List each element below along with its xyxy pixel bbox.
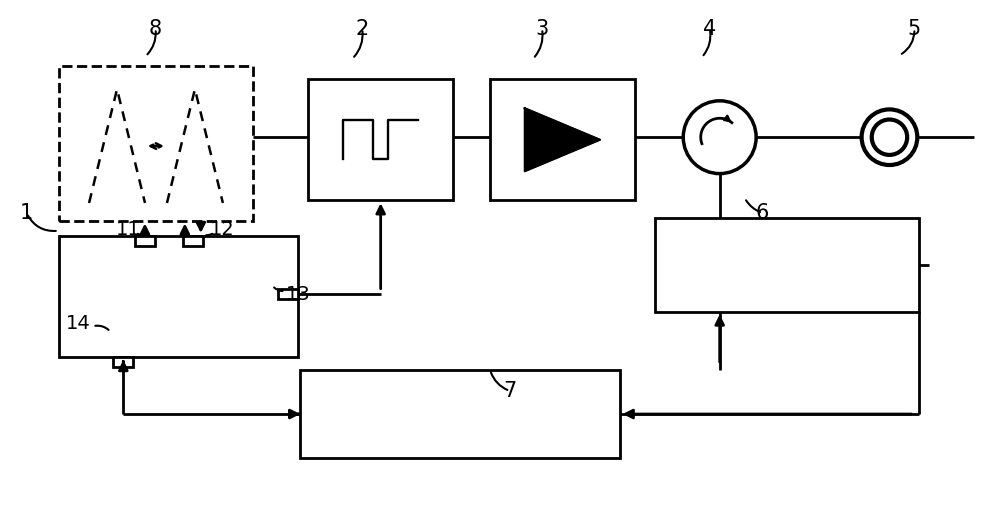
FancyBboxPatch shape xyxy=(59,66,253,221)
FancyBboxPatch shape xyxy=(113,357,133,367)
Text: 14: 14 xyxy=(66,314,91,333)
Text: 4: 4 xyxy=(703,18,716,39)
Text: 5: 5 xyxy=(908,18,921,39)
Text: 11: 11 xyxy=(116,220,141,239)
Text: 8: 8 xyxy=(149,18,162,39)
FancyBboxPatch shape xyxy=(278,289,298,299)
Text: 13: 13 xyxy=(286,285,311,305)
FancyBboxPatch shape xyxy=(183,236,203,246)
Polygon shape xyxy=(525,108,600,171)
Text: 12: 12 xyxy=(210,220,235,239)
Text: 6: 6 xyxy=(756,203,769,223)
FancyBboxPatch shape xyxy=(135,236,155,246)
FancyBboxPatch shape xyxy=(308,79,453,200)
FancyBboxPatch shape xyxy=(490,79,635,200)
FancyBboxPatch shape xyxy=(59,236,298,357)
Text: 3: 3 xyxy=(535,18,549,39)
Text: 2: 2 xyxy=(356,18,369,39)
Text: 1: 1 xyxy=(20,203,33,223)
Text: 7: 7 xyxy=(503,381,517,401)
FancyBboxPatch shape xyxy=(300,370,620,458)
FancyBboxPatch shape xyxy=(655,218,919,312)
